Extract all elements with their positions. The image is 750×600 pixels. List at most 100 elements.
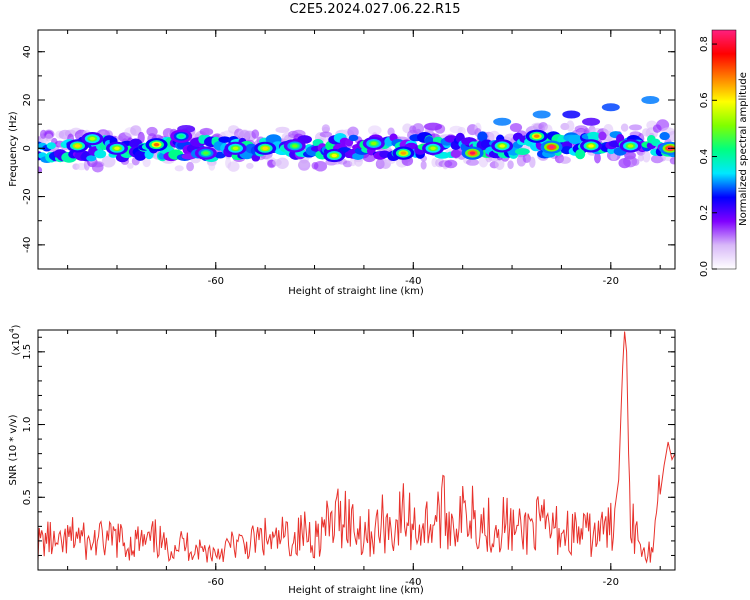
heatmap-cell (91, 161, 105, 168)
heatmap-x-axis-label: Height of straight line (km) (288, 286, 424, 297)
heatmap-blob (582, 117, 601, 126)
snr-frame (37, 329, 676, 571)
heatmap-cell (174, 165, 184, 172)
colorbar-tick-label: 0.6 (699, 92, 710, 108)
y-tick-label: 0 (22, 145, 33, 151)
heatmap-cell (246, 162, 254, 170)
heatmap-cell (46, 142, 57, 150)
heatmap-blob (562, 110, 581, 119)
heatmap-hotspot (331, 153, 338, 158)
heatmap-hotspot (533, 134, 540, 138)
heatmap-cell (594, 152, 601, 164)
heatmap-ticks: -60 -40 -20 40 20 0 -20 -40 (22, 30, 675, 287)
heatmap-cell (420, 160, 427, 170)
heatmap-cell (667, 130, 675, 142)
chart-title: C2E5.2024.027.06.22.R15 (289, 2, 461, 17)
heatmap-blob (601, 103, 620, 112)
snr-y-axis-label: SNR (10 * v/v) (8, 414, 19, 485)
x-tick-label: -40 (405, 276, 421, 287)
y-tick-label: 40 (22, 45, 33, 58)
heatmap-cell (298, 159, 310, 168)
heatmap-hotspot (430, 146, 436, 150)
heatmap-cell (412, 123, 425, 135)
heatmap-cell (494, 158, 505, 170)
heatmap-cell (208, 161, 216, 171)
heatmap-cell (227, 161, 240, 172)
heatmap-y-axis-label: Frequency (Hz) (8, 111, 19, 187)
heatmap-cell (347, 126, 359, 138)
colorbar: 0.0 0.2 0.4 0.6 0.8 Normalized spectral ampl… (699, 29, 749, 277)
heatmap-cell (522, 153, 532, 163)
heatmap-cell (477, 131, 488, 142)
heatmap-cell (142, 157, 151, 168)
heatmap-cell (566, 120, 575, 132)
heatmap-hotspot (74, 144, 81, 148)
heatmap-hotspot (114, 146, 120, 150)
heatmap-hotspot (203, 151, 209, 155)
heatmap-cell (450, 149, 461, 159)
heatmap-cell (514, 148, 530, 156)
colorbar-tick-label: 0.8 (699, 36, 710, 52)
y-tick-label: 1.0 (22, 417, 33, 433)
heatmap-cell (610, 152, 618, 161)
heatmap-blob (493, 117, 512, 126)
heatmap-cell (38, 166, 43, 174)
heatmap-marks (38, 96, 675, 174)
heatmap-cell (466, 159, 480, 166)
heatmap-cell (313, 160, 328, 172)
heatmap-hotspot (627, 144, 634, 148)
heatmap-cell (348, 134, 359, 142)
heatmap-cell (598, 131, 607, 141)
heatmap-cell (631, 158, 640, 166)
heatmap-cell (507, 160, 514, 170)
heatmap-hotspot (262, 146, 268, 150)
heatmap-frame (37, 29, 676, 270)
heatmap-hotspot (370, 141, 377, 146)
colorbar-label: Normalized spectral amplitude (738, 72, 749, 226)
heatmap-hotspot (153, 142, 160, 147)
heatmap-cell (529, 156, 536, 168)
snr-y-multiplier-exponent: 4 (8, 328, 16, 333)
colorbar-tick-label: 0.0 (699, 261, 710, 277)
heatmap-cell (251, 129, 260, 139)
heatmap-hotspot (178, 134, 185, 138)
snr-series-line (38, 331, 675, 564)
heatmap-hotspot (89, 136, 96, 141)
colorbar-tick-label: 0.2 (699, 205, 710, 221)
x-tick-label: -60 (208, 577, 224, 588)
heatmap-cell (509, 122, 523, 133)
heatmap-cell (321, 124, 330, 134)
snr-plot-area (38, 330, 675, 570)
heatmap-cell (218, 136, 231, 143)
y-tick-label: 1.5 (22, 344, 33, 360)
y-tick-label: 20 (22, 94, 33, 107)
snr-x-axis-label: Height of straight line (km) (288, 585, 424, 596)
heatmap-cell (199, 127, 214, 136)
x-tick-label: -20 (603, 577, 619, 588)
heatmap-cell (583, 127, 590, 135)
heatmap-cell (86, 155, 97, 162)
heatmap-hotspot (588, 144, 594, 148)
heatmap-blob (641, 96, 660, 105)
heatmap-cell (45, 133, 53, 142)
y-tick-label: -40 (22, 237, 33, 253)
snr-y-multiplier-close: ) (11, 324, 22, 328)
x-tick-label: -40 (405, 577, 421, 588)
heatmap-cell (558, 156, 571, 164)
heatmap-cell (275, 126, 290, 133)
heatmap-cell (624, 151, 637, 160)
heatmap-cell (186, 161, 194, 172)
heatmap-cell (94, 149, 107, 159)
y-tick-label: 0.5 (22, 489, 33, 505)
heatmap-blob (532, 110, 551, 119)
heatmap-cell (134, 150, 147, 161)
heatmap-hotspot (232, 146, 239, 150)
heatmap-hotspot (291, 144, 298, 148)
snr-y-multiplier-base: (x10 (11, 333, 22, 356)
heatmap-blob (424, 122, 443, 131)
colorbar-gradient (711, 29, 737, 270)
heatmap-cell (319, 131, 333, 138)
heatmap-hotspot (499, 144, 505, 148)
heatmap-cell (127, 162, 134, 169)
